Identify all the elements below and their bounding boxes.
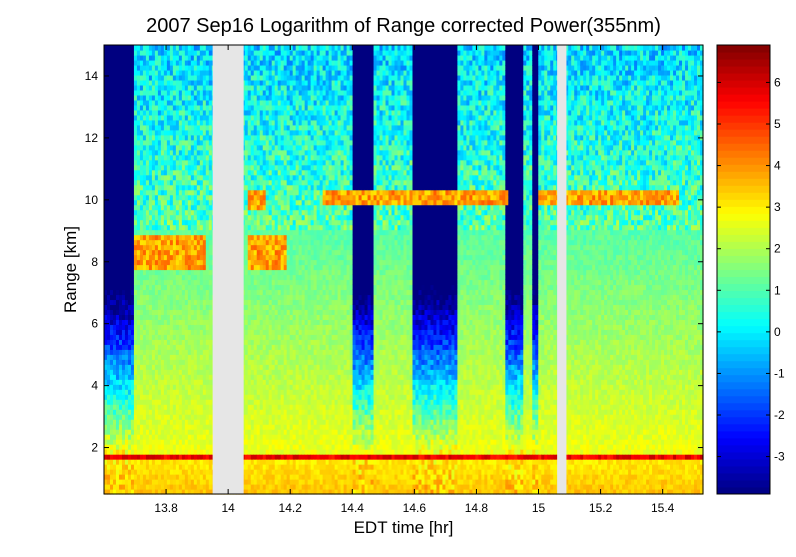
heatmap-cells xyxy=(104,45,704,495)
